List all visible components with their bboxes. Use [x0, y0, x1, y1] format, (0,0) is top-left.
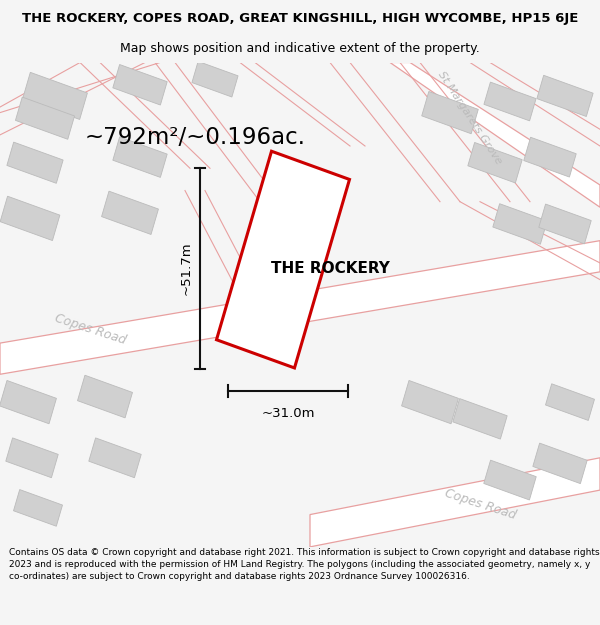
- Polygon shape: [0, 241, 600, 374]
- Bar: [0, 381, 56, 424]
- Text: Contains OS data © Crown copyright and database right 2021. This information is : Contains OS data © Crown copyright and d…: [9, 549, 599, 581]
- Bar: [539, 204, 591, 244]
- Bar: [16, 97, 74, 139]
- Bar: [524, 138, 576, 177]
- Bar: [533, 443, 587, 484]
- Text: ~792m²/~0.196ac.: ~792m²/~0.196ac.: [85, 126, 305, 149]
- Bar: [422, 91, 478, 134]
- Text: St Margarets Grove: St Margarets Grove: [436, 70, 504, 166]
- Bar: [0, 196, 60, 241]
- Polygon shape: [310, 458, 600, 547]
- Text: Copes Road: Copes Road: [443, 487, 517, 522]
- Bar: [113, 64, 167, 105]
- Bar: [23, 72, 88, 119]
- Polygon shape: [217, 151, 349, 368]
- Bar: [77, 375, 133, 418]
- Bar: [537, 75, 593, 116]
- Bar: [493, 204, 547, 244]
- Bar: [545, 384, 595, 421]
- Bar: [468, 142, 522, 183]
- Bar: [14, 489, 62, 526]
- Bar: [101, 191, 158, 234]
- Text: ~31.0m: ~31.0m: [261, 407, 315, 419]
- Text: Map shows position and indicative extent of the property.: Map shows position and indicative extent…: [120, 42, 480, 55]
- Bar: [453, 399, 507, 439]
- Polygon shape: [390, 62, 600, 208]
- Bar: [6, 438, 58, 478]
- Text: THE ROCKERY, COPES ROAD, GREAT KINGSHILL, HIGH WYCOMBE, HP15 6JE: THE ROCKERY, COPES ROAD, GREAT KINGSHILL…: [22, 12, 578, 25]
- Text: ~51.7m: ~51.7m: [179, 242, 193, 295]
- Bar: [192, 61, 238, 97]
- Bar: [401, 381, 458, 424]
- Bar: [7, 142, 63, 183]
- Bar: [113, 137, 167, 178]
- Text: Copes Road: Copes Road: [53, 312, 127, 348]
- Text: THE ROCKERY: THE ROCKERY: [271, 261, 389, 276]
- Bar: [484, 82, 536, 121]
- Bar: [484, 460, 536, 500]
- Bar: [89, 438, 141, 478]
